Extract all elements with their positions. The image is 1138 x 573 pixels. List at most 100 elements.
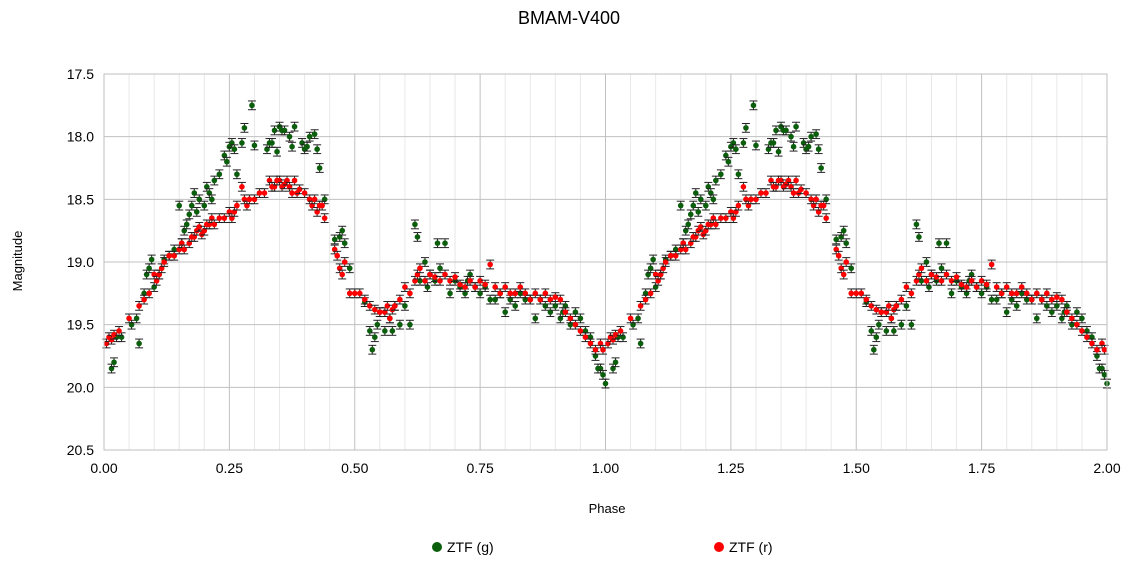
data-point (334, 252, 340, 259)
data-point (853, 290, 860, 297)
data-point (482, 281, 488, 288)
data-point (1059, 296, 1065, 303)
legend-marker-r (714, 542, 724, 552)
data-point (341, 259, 348, 265)
data-point (311, 131, 318, 137)
data-point (805, 143, 812, 150)
data-point (148, 256, 155, 263)
data-point (843, 240, 850, 246)
data-point (286, 133, 293, 140)
data-point (883, 328, 890, 334)
data-point (891, 328, 897, 334)
data-point (798, 186, 804, 193)
legend-label-r: ZTF (r) (729, 539, 773, 555)
y-tick-label: 17.5 (67, 66, 94, 82)
data-point (617, 328, 624, 334)
y-tick-label: 20.5 (67, 442, 94, 458)
legend-marker-g (432, 542, 442, 552)
data-point (366, 303, 373, 309)
legend-item-r: ZTF (r) (714, 539, 773, 555)
data-point (735, 202, 742, 209)
data-point (201, 202, 208, 209)
data-point (239, 140, 245, 146)
data-point (936, 240, 942, 246)
data-point (953, 274, 960, 280)
data-point (718, 215, 724, 221)
data-point (487, 296, 493, 303)
data-point (369, 346, 376, 353)
data-point (397, 321, 403, 328)
data-point (246, 196, 253, 203)
data-point (758, 190, 764, 196)
data-point (407, 321, 413, 328)
legend-item-g: ZTF (g) (432, 539, 494, 555)
data-point (983, 281, 990, 288)
data-point (477, 278, 483, 284)
data-point (748, 196, 754, 203)
y-tick-label: 18.5 (67, 191, 94, 207)
data-point (216, 171, 223, 178)
data-point (389, 328, 396, 334)
series-r (102, 175, 1109, 355)
data-point (687, 211, 694, 218)
data-point (697, 224, 704, 230)
data-point (274, 148, 280, 155)
y-tick-label: 18.0 (67, 129, 94, 145)
data-point (818, 165, 824, 171)
data-point (916, 234, 922, 240)
data-point (193, 209, 200, 215)
data-point (878, 309, 885, 315)
data-point (695, 209, 702, 215)
data-point (775, 148, 782, 155)
data-point (434, 240, 441, 246)
data-point (512, 303, 519, 309)
data-point (316, 165, 323, 171)
data-point (876, 321, 882, 328)
legend-label-g: ZTF (g) (447, 539, 494, 555)
data-point (988, 261, 995, 268)
data-point (988, 296, 995, 303)
data-point (377, 309, 383, 315)
data-point (871, 346, 877, 353)
data-point (813, 131, 819, 137)
data-point (183, 221, 190, 228)
data-point (793, 177, 799, 184)
plot-frame (103, 73, 1108, 451)
data-point (351, 290, 358, 297)
x-tick-label: 0.00 (90, 460, 117, 476)
data-point (843, 259, 850, 265)
x-tick-label: 1.25 (717, 460, 744, 476)
data-point (943, 240, 950, 246)
data-point (743, 125, 749, 131)
data-point (234, 202, 240, 209)
data-point (314, 146, 320, 152)
data-point (1101, 372, 1108, 378)
data-point (239, 184, 245, 190)
y-tick-label: 20.0 (67, 379, 94, 395)
data-point (291, 123, 298, 130)
data-point (635, 315, 641, 322)
data-point (289, 143, 295, 150)
data-point (888, 315, 895, 322)
data-point (291, 177, 298, 184)
data-point (166, 252, 172, 259)
data-point (773, 127, 779, 134)
x-tick-label: 0.25 (216, 460, 243, 476)
x-axis-label: Phase (589, 501, 626, 516)
data-point (602, 380, 609, 387)
y-axis-label: Magnitude (10, 231, 25, 292)
data-point (703, 202, 709, 209)
data-point (835, 252, 842, 259)
data-point (790, 143, 797, 150)
data-point (296, 186, 303, 193)
chart-title: BMAM-V400 (518, 8, 620, 28)
data-point (133, 315, 140, 322)
data-point (840, 227, 847, 234)
data-point (196, 224, 203, 230)
x-tick-label: 0.50 (341, 460, 368, 476)
data-point (948, 290, 955, 297)
data-point (447, 278, 453, 284)
data-point (886, 303, 892, 309)
data-point (725, 158, 732, 165)
